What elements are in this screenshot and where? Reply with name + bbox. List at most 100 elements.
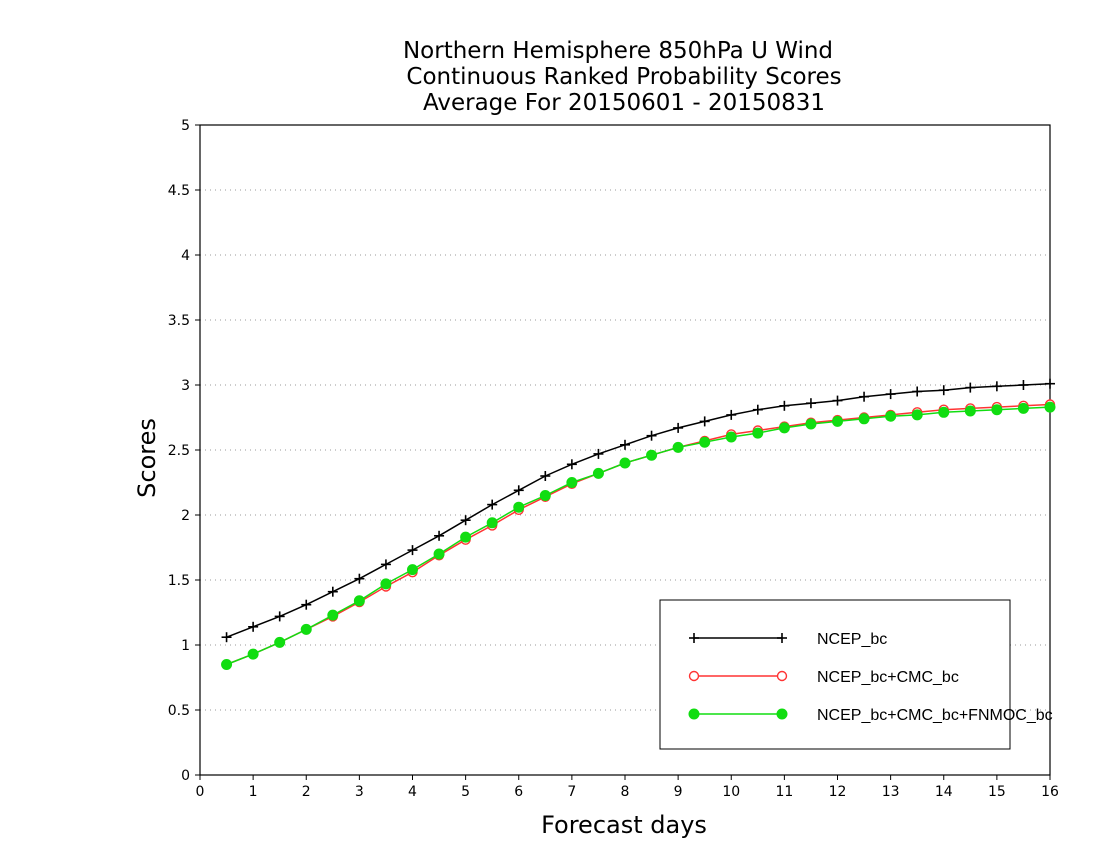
x-tick-label: 14 <box>935 784 953 800</box>
data-point <box>752 427 764 439</box>
data-point <box>247 648 259 660</box>
data-point <box>592 467 604 479</box>
y-tick-label: 5 <box>181 118 190 134</box>
data-point <box>726 409 737 420</box>
data-point <box>353 595 365 607</box>
data-point <box>673 422 684 433</box>
data-point <box>832 395 843 406</box>
data-point <box>460 515 471 526</box>
data-point <box>1017 402 1029 414</box>
data-point <box>725 431 737 443</box>
chart-title: Northern Hemisphere 850hPa U Wind Contin… <box>403 38 842 116</box>
y-tick-label: 2 <box>181 508 190 524</box>
data-point <box>805 418 817 430</box>
data-point <box>752 404 763 415</box>
data-point <box>407 545 418 556</box>
y-axis-label: Scores <box>133 418 161 498</box>
x-tick-label: 3 <box>355 784 364 800</box>
legend-box <box>659 599 1011 750</box>
data-point <box>513 485 524 496</box>
data-point <box>380 559 391 570</box>
data-point <box>885 389 896 400</box>
x-tick-label: 2 <box>302 784 311 800</box>
x-tick-label: 1 <box>249 784 258 800</box>
data-point <box>858 413 870 425</box>
data-point <box>885 410 897 422</box>
x-tick-label: 5 <box>461 784 470 800</box>
series-2 <box>221 401 1056 670</box>
data-point <box>832 415 843 427</box>
title-line-1: Northern Hemisphere 850hPa U Wind <box>403 38 833 64</box>
data-point <box>434 530 445 541</box>
data-point <box>938 385 949 396</box>
x-tick-label: 11 <box>775 784 793 800</box>
plot-frame <box>199 124 1051 776</box>
data-point <box>646 430 657 441</box>
data-point <box>487 499 498 510</box>
x-tick-label: 8 <box>621 784 630 800</box>
x-tick-label: 0 <box>196 784 205 800</box>
data-point <box>327 586 338 597</box>
data-point <box>407 564 418 576</box>
x-tick-label: 13 <box>882 784 900 800</box>
y-tick-label: 1.5 <box>168 573 190 589</box>
data-point <box>672 441 684 453</box>
x-tick-label: 6 <box>514 784 523 800</box>
data-point <box>540 471 551 481</box>
data-point <box>991 404 1003 416</box>
legend-item-0: NCEP_bc <box>689 631 887 648</box>
series-layer <box>221 378 1056 670</box>
y-tick-label: 4.5 <box>168 183 190 199</box>
data-point <box>539 490 551 501</box>
legend-label: NCEP_bc+CMC_bc <box>817 669 959 686</box>
legend-marker <box>688 670 700 682</box>
x-tick-label: 15 <box>988 784 1006 800</box>
data-point <box>699 416 710 427</box>
gridlines <box>200 189 1050 711</box>
data-point <box>1044 401 1056 413</box>
data-point <box>433 548 445 560</box>
legend-item-2: NCEP_bc+CMC_bc+FNMOC_bc <box>688 707 1053 724</box>
data-point <box>778 422 790 434</box>
data-point <box>354 573 365 584</box>
data-point <box>221 659 233 670</box>
data-point <box>221 632 232 643</box>
data-point <box>274 636 286 648</box>
y-tick-label: 4 <box>181 248 190 264</box>
x-axis-label: Forecast days <box>541 811 707 839</box>
data-point <box>619 457 631 469</box>
legend-marker <box>689 633 699 643</box>
y-tick-label: 3 <box>181 378 190 394</box>
data-point <box>965 382 976 393</box>
title-line-3: Average For 20150601 - 20150831 <box>423 90 825 116</box>
x-axis-ticks: 0 1 2 3 4 5 6 7 8 9 10 11 12 13 14 15 16 <box>196 775 1059 800</box>
legend-marker <box>688 708 700 720</box>
series-line <box>226 382 1051 638</box>
data-point <box>486 517 498 529</box>
x-tick-label: 4 <box>408 784 417 800</box>
series-0 <box>221 378 1055 643</box>
data-point <box>938 406 950 418</box>
legend-marker <box>776 708 788 720</box>
data-point <box>248 621 259 632</box>
data-point <box>991 381 1002 392</box>
data-point <box>460 531 472 543</box>
x-tick-label: 7 <box>567 784 576 800</box>
legend-label: NCEP_bc+CMC_bc+FNMOC_bc <box>817 707 1053 724</box>
data-point <box>964 405 976 417</box>
data-point <box>620 439 630 450</box>
data-point <box>380 578 392 590</box>
legend-marker <box>776 670 788 682</box>
data-point <box>1018 380 1029 390</box>
data-point <box>593 448 604 459</box>
title-line-2: Continuous Ranked Probability Scores <box>406 64 841 90</box>
data-point <box>699 436 711 448</box>
x-tick-label: 9 <box>674 784 683 800</box>
data-point <box>779 400 790 411</box>
data-point <box>912 386 923 397</box>
data-point <box>566 459 577 470</box>
x-tick-label: 10 <box>722 784 740 800</box>
data-point <box>646 449 658 461</box>
legend-item-1: NCEP_bc+CMC_bc <box>688 669 959 686</box>
